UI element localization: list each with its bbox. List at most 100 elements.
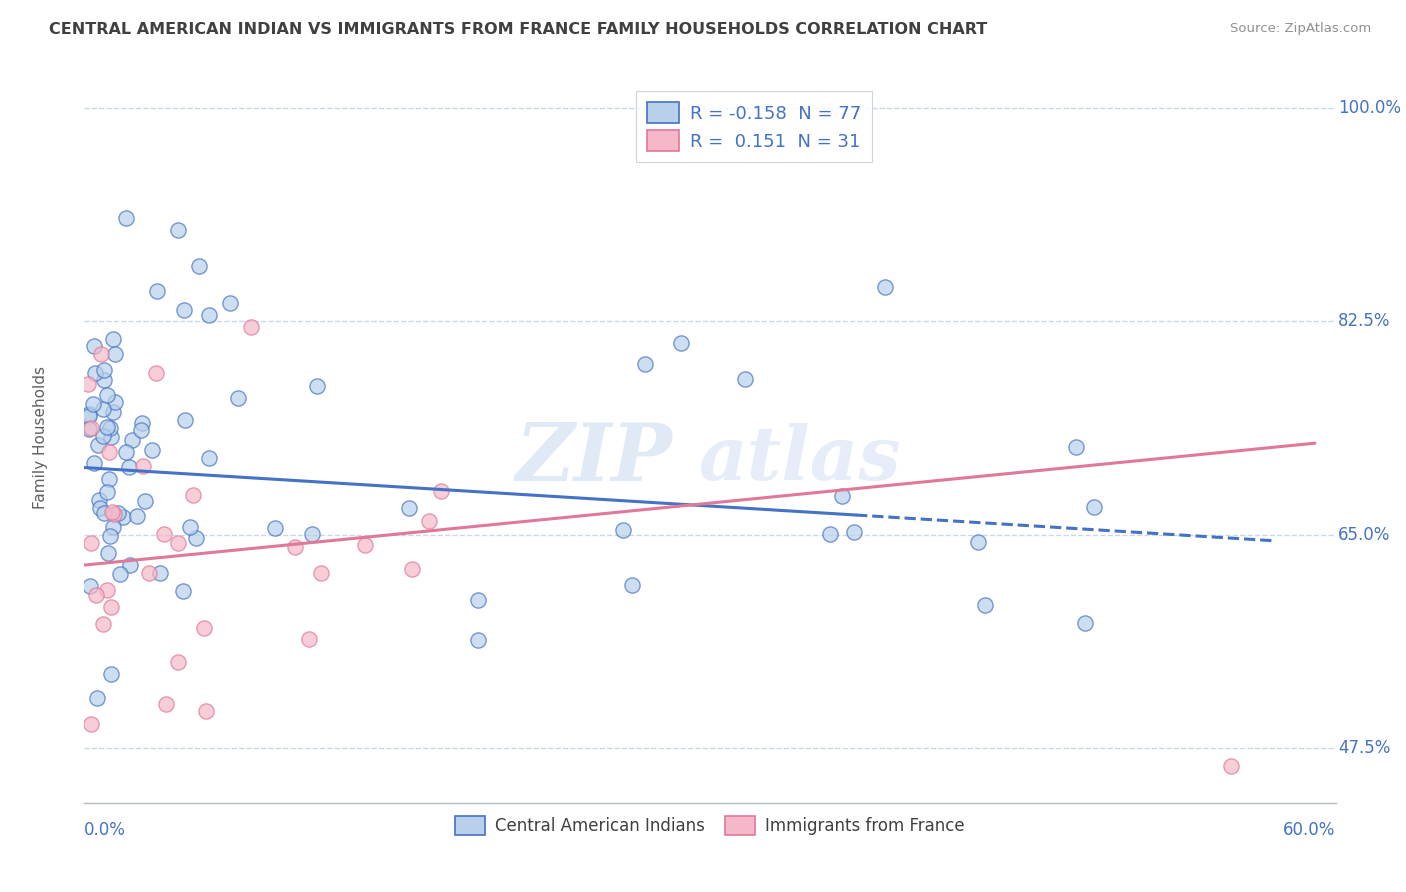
Point	[84, 367, 107, 381]
Point	[103, 332, 125, 346]
Point	[284, 540, 307, 554]
Point	[188, 260, 211, 274]
Point	[1083, 500, 1105, 515]
Point	[219, 296, 242, 310]
Point	[104, 347, 127, 361]
Point	[301, 527, 323, 541]
Point	[167, 536, 190, 550]
Point	[167, 223, 190, 237]
Point	[103, 405, 125, 419]
Point	[141, 443, 163, 458]
Point	[172, 583, 194, 598]
Text: 82.5%: 82.5%	[1339, 312, 1391, 330]
Point	[111, 509, 134, 524]
Point	[107, 506, 129, 520]
Point	[77, 409, 100, 423]
Point	[108, 566, 131, 581]
Point	[195, 704, 218, 718]
Point	[91, 429, 114, 443]
Point	[96, 546, 118, 560]
Point	[100, 430, 122, 444]
Point	[734, 372, 756, 386]
Point	[138, 566, 160, 580]
Point	[166, 655, 188, 669]
Point	[127, 509, 149, 524]
Point	[240, 320, 263, 334]
Point	[633, 358, 655, 372]
Point	[83, 456, 105, 470]
Text: CENTRAL AMERICAN INDIAN VS IMMIGRANTS FROM FRANCE FAMILY HOUSEHOLDS CORRELATION : CENTRAL AMERICAN INDIAN VS IMMIGRANTS FR…	[49, 22, 987, 37]
Point	[89, 501, 111, 516]
Point	[93, 402, 115, 417]
Text: 47.5%: 47.5%	[1339, 739, 1391, 757]
Point	[93, 506, 115, 520]
Point	[353, 538, 375, 552]
Point	[467, 592, 489, 607]
Point	[121, 434, 143, 448]
Point	[612, 523, 634, 537]
Point	[96, 484, 118, 499]
Point	[669, 336, 692, 351]
Point	[79, 717, 101, 731]
Text: Source: ZipAtlas.com: Source: ZipAtlas.com	[1230, 22, 1371, 36]
Point	[115, 211, 138, 225]
Point	[131, 416, 153, 430]
Point	[264, 521, 287, 535]
Point	[96, 582, 118, 597]
Point	[98, 472, 121, 486]
Point	[184, 531, 207, 545]
Point	[134, 494, 156, 508]
Legend: Central American Indians, Immigrants from France: Central American Indians, Immigrants fro…	[449, 809, 972, 842]
Point	[76, 377, 98, 392]
Point	[155, 698, 177, 712]
Point	[467, 633, 489, 648]
Point	[87, 438, 110, 452]
Point	[153, 527, 176, 541]
Point	[173, 413, 195, 427]
Point	[91, 616, 114, 631]
Point	[198, 308, 221, 322]
Point	[79, 536, 101, 550]
Point	[307, 378, 329, 392]
Point	[429, 483, 451, 498]
Text: ZIP: ZIP	[516, 420, 672, 498]
Point	[120, 558, 142, 572]
Point	[398, 501, 420, 516]
Point	[844, 525, 866, 540]
Point	[100, 599, 122, 614]
Point	[93, 373, 115, 387]
Text: 65.0%: 65.0%	[1339, 525, 1391, 543]
Point	[873, 280, 896, 294]
Point	[818, 526, 841, 541]
Point	[77, 407, 100, 421]
Point	[79, 579, 101, 593]
Point	[401, 561, 423, 575]
Point	[118, 460, 141, 475]
Point	[83, 339, 105, 353]
Point	[100, 666, 122, 681]
Point	[86, 691, 108, 706]
Text: Family Households: Family Households	[34, 366, 48, 508]
Point	[101, 519, 124, 533]
Point	[129, 423, 152, 437]
Point	[146, 284, 169, 298]
Point	[96, 420, 118, 434]
Point	[97, 444, 120, 458]
Point	[973, 599, 995, 613]
Point	[132, 459, 155, 474]
Point	[86, 588, 108, 602]
Point	[101, 505, 124, 519]
Text: 0.0%: 0.0%	[84, 821, 127, 839]
Point	[1074, 615, 1097, 630]
Point	[82, 396, 104, 410]
Point	[79, 421, 101, 435]
Point	[181, 488, 204, 502]
Text: 60.0%: 60.0%	[1284, 821, 1336, 839]
Point	[93, 363, 115, 377]
Point	[149, 566, 172, 580]
Point	[298, 632, 321, 646]
Point	[967, 535, 990, 549]
Point	[87, 493, 110, 508]
Point	[620, 577, 643, 591]
Text: atlas: atlas	[697, 423, 900, 495]
